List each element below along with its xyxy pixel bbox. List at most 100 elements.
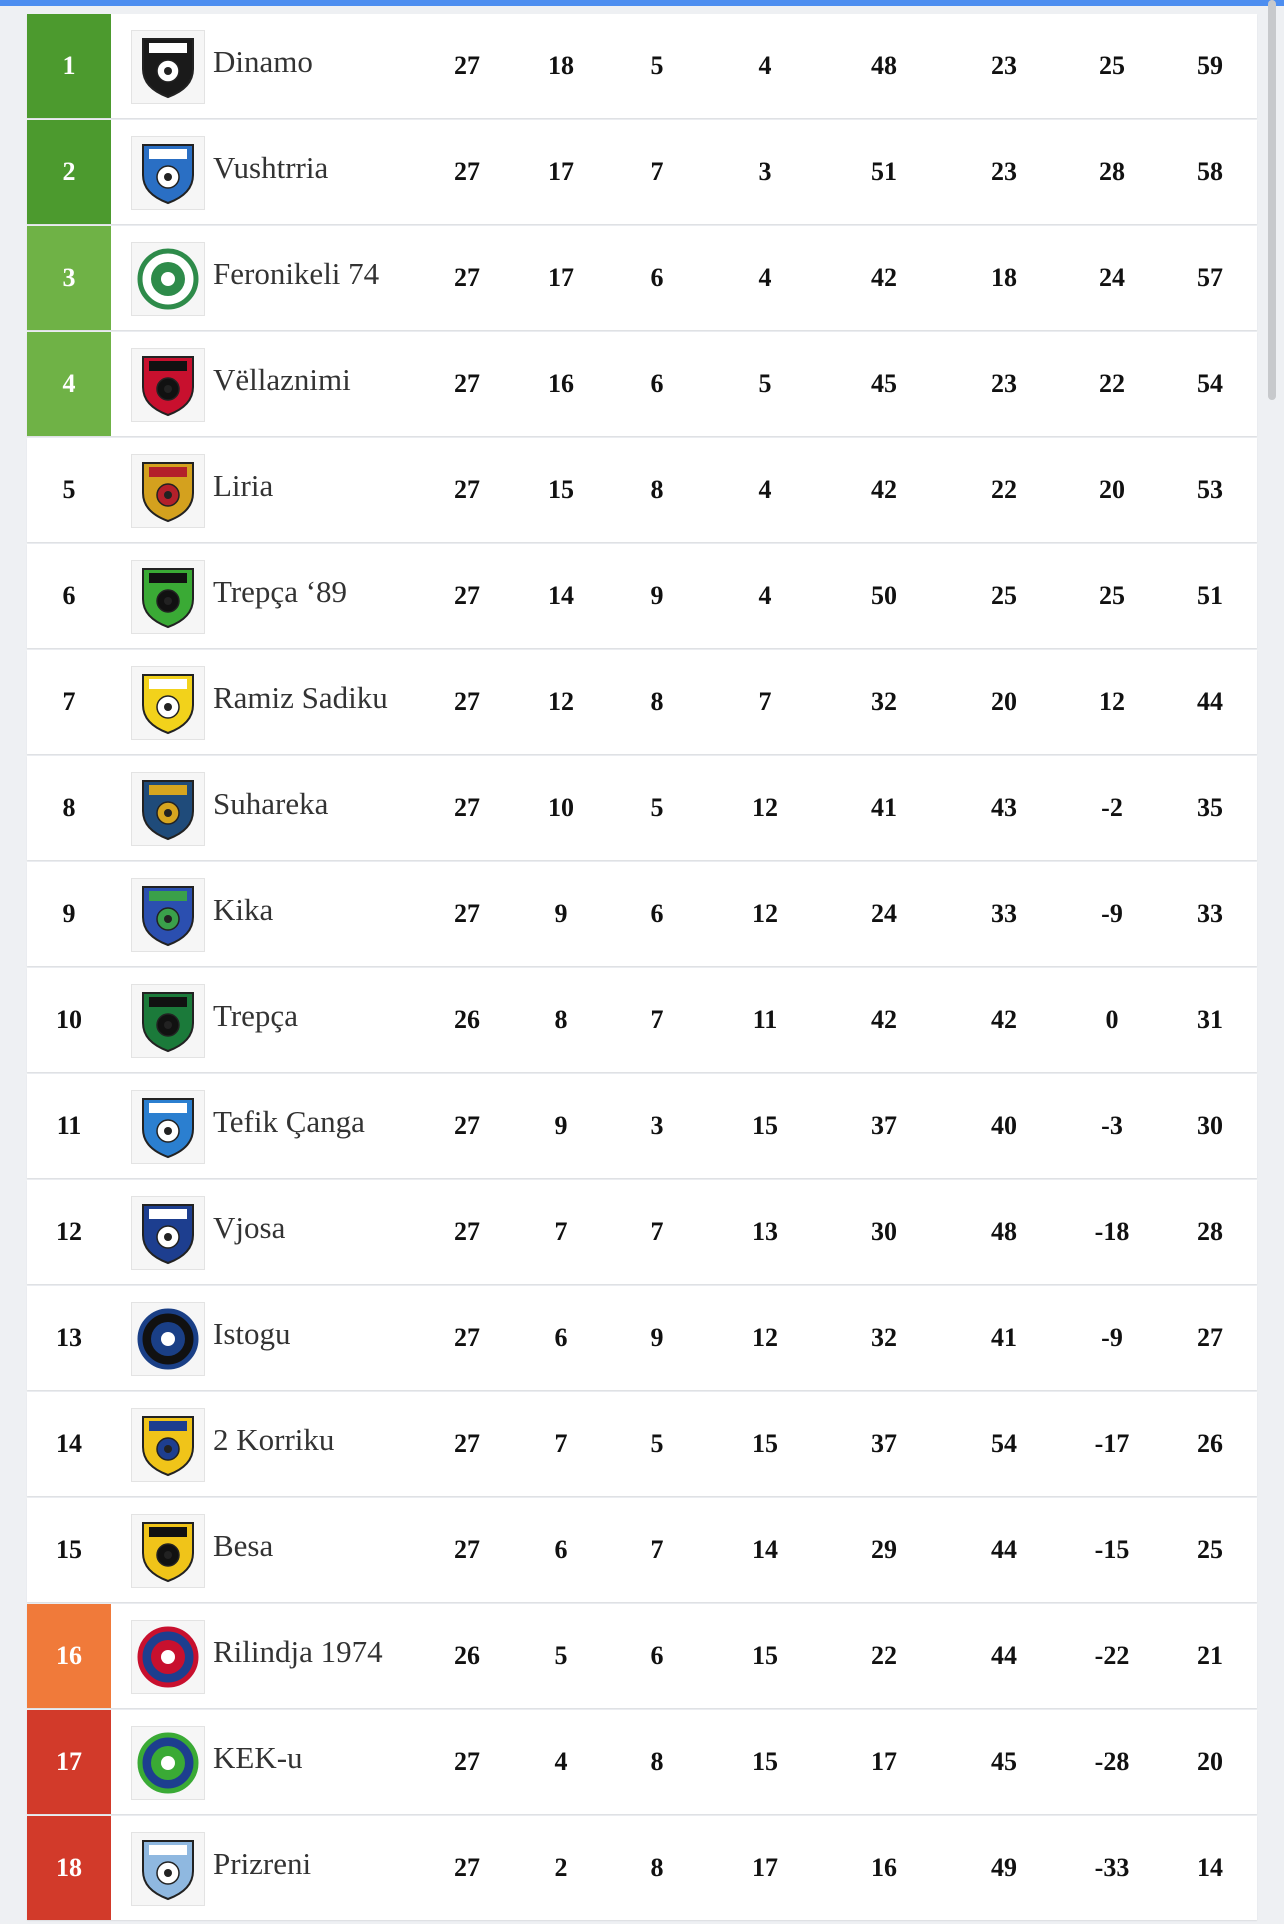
position-cell: 17 [27, 1710, 111, 1814]
position-cell: 12 [56, 1217, 82, 1246]
team-name[interactable]: Liria [213, 468, 274, 503]
goals-against-cell: 49 [991, 1853, 1017, 1882]
points-cell: 21 [1197, 1641, 1223, 1670]
goal-difference-cell: -9 [1101, 899, 1123, 928]
drawn-cell: 6 [650, 899, 664, 928]
position-cell: 15 [56, 1535, 82, 1564]
team-name[interactable]: Dinamo [213, 44, 313, 79]
table-row[interactable]: 16 Rilindja 1974 26 5 6 15 22 44 -22 21 [27, 1604, 1257, 1708]
team-name[interactable]: Tefik Çanga [213, 1104, 365, 1139]
drawn-cell: 6 [650, 1641, 664, 1670]
table-row[interactable]: 4 Vëllaznimi 27 16 6 5 45 23 22 54 [27, 332, 1257, 436]
position-cell: 16 [27, 1604, 111, 1708]
table-row[interactable]: 8 Suhareka 27 10 5 12 41 43 -2 35 [27, 756, 1257, 860]
scrollbar-thumb[interactable] [1268, 0, 1276, 400]
played-cell: 27 [454, 475, 480, 504]
played-cell: 27 [454, 51, 480, 80]
table-row[interactable]: 13 Istogu 27 6 9 12 32 41 -9 27 [27, 1286, 1257, 1390]
team-name[interactable]: Trepça [213, 998, 298, 1033]
played-cell: 27 [454, 1429, 480, 1458]
points-cell: 33 [1197, 899, 1223, 928]
team-crest-icon [131, 454, 205, 528]
team-name[interactable]: Kika [213, 892, 274, 927]
team-crest-icon [131, 1196, 205, 1270]
goals-for-cell: 37 [871, 1111, 897, 1140]
table-row[interactable]: 11 Tefik Çanga 27 9 3 15 37 40 -3 30 [27, 1074, 1257, 1178]
table-row[interactable]: 17 KEK-u 27 4 8 15 17 45 -28 20 [27, 1710, 1257, 1814]
team-crest-icon [131, 560, 205, 634]
table-row[interactable]: 9 Kika 27 9 6 12 24 33 -9 33 [27, 862, 1257, 966]
played-cell: 27 [454, 263, 480, 292]
played-cell: 27 [454, 1747, 480, 1776]
team-crest-icon [131, 984, 205, 1058]
goals-for-cell: 41 [871, 793, 897, 822]
won-cell: 7 [554, 1217, 568, 1246]
won-cell: 9 [554, 899, 568, 928]
goals-against-cell: 23 [991, 157, 1017, 186]
won-cell: 12 [548, 687, 574, 716]
team-crest-icon [131, 1620, 205, 1694]
team-crest-icon [131, 1090, 205, 1164]
position-cell: 8 [62, 793, 76, 822]
goals-for-cell: 42 [871, 263, 897, 292]
table-row[interactable]: 10 Trepça 26 8 7 11 42 42 0 31 [27, 968, 1257, 1072]
team-name[interactable]: Ramiz Sadiku [213, 680, 388, 715]
points-cell: 57 [1197, 263, 1223, 292]
goals-against-cell: 25 [991, 581, 1017, 610]
points-cell: 14 [1197, 1853, 1223, 1882]
team-name[interactable]: Rilindja 1974 [213, 1634, 383, 1669]
goals-against-cell: 48 [991, 1217, 1017, 1246]
team-name[interactable]: Istogu [213, 1316, 291, 1351]
played-cell: 27 [454, 687, 480, 716]
goals-against-cell: 44 [991, 1535, 1017, 1564]
won-cell: 5 [554, 1641, 568, 1670]
lost-cell: 12 [752, 1323, 778, 1352]
goal-difference-cell: -18 [1094, 1217, 1130, 1246]
table-row[interactable]: 12 Vjosa 27 7 7 13 30 48 -18 28 [27, 1180, 1257, 1284]
goals-against-cell: 23 [991, 51, 1017, 80]
goals-for-cell: 48 [871, 51, 897, 80]
team-crest-icon [131, 1832, 205, 1906]
table-row[interactable]: 7 Ramiz Sadiku 27 12 8 7 32 20 12 44 [27, 650, 1257, 754]
lost-cell: 4 [758, 263, 772, 292]
goals-against-cell: 18 [991, 263, 1017, 292]
team-name[interactable]: KEK-u [213, 1740, 303, 1775]
team-name[interactable]: Vëllaznimi [213, 362, 351, 397]
points-cell: 20 [1197, 1747, 1223, 1776]
team-name[interactable]: Prizreni [213, 1846, 312, 1881]
table-row[interactable]: 18 Prizreni 27 2 8 17 16 49 -33 14 [27, 1816, 1257, 1920]
won-cell: 6 [554, 1535, 568, 1564]
goal-difference-cell: 25 [1099, 581, 1125, 610]
goals-against-cell: 23 [991, 369, 1017, 398]
team-crest-icon [131, 878, 205, 952]
team-name[interactable]: Besa [213, 1528, 274, 1563]
drawn-cell: 8 [650, 1747, 664, 1776]
drawn-cell: 9 [650, 1323, 664, 1352]
table-row[interactable]: 15 Besa 27 6 7 14 29 44 -15 25 [27, 1498, 1257, 1602]
position-cell: 11 [56, 1111, 82, 1140]
table-row[interactable]: 14 2 Korriku 27 7 5 15 37 54 -17 26 [27, 1392, 1257, 1496]
points-cell: 53 [1197, 475, 1223, 504]
table-row[interactable]: 2 Vushtrria 27 17 7 3 51 23 28 58 [27, 120, 1257, 224]
goal-difference-cell: 12 [1099, 687, 1125, 716]
table-row[interactable]: 5 Liria 27 15 8 4 42 22 20 53 [27, 438, 1257, 542]
team-name[interactable]: Vjosa [213, 1210, 286, 1245]
table-row[interactable]: 3 Feronikeli 74 27 17 6 4 42 18 24 57 [27, 226, 1257, 330]
team-crest-icon [131, 772, 205, 846]
team-name[interactable]: 2 Korriku [213, 1422, 335, 1457]
team-name[interactable]: Vushtrria [213, 150, 329, 185]
lost-cell: 5 [758, 369, 772, 398]
played-cell: 26 [454, 1641, 480, 1670]
goals-against-cell: 41 [991, 1323, 1017, 1352]
points-cell: 25 [1197, 1535, 1223, 1564]
team-name[interactable]: Suhareka [213, 786, 329, 821]
played-cell: 27 [454, 1323, 480, 1352]
table-row[interactable]: 6 Trepça ‘89 27 14 9 4 50 25 25 51 [27, 544, 1257, 648]
played-cell: 27 [454, 1853, 480, 1882]
position-cell: 10 [56, 1005, 82, 1034]
won-cell: 7 [554, 1429, 568, 1458]
team-name[interactable]: Feronikeli 74 [213, 256, 380, 291]
team-name[interactable]: Trepça ‘89 [213, 574, 348, 609]
points-cell: 54 [1197, 369, 1223, 398]
table-row[interactable]: 1 Dinamo 27 18 5 4 48 23 25 59 [27, 14, 1257, 118]
